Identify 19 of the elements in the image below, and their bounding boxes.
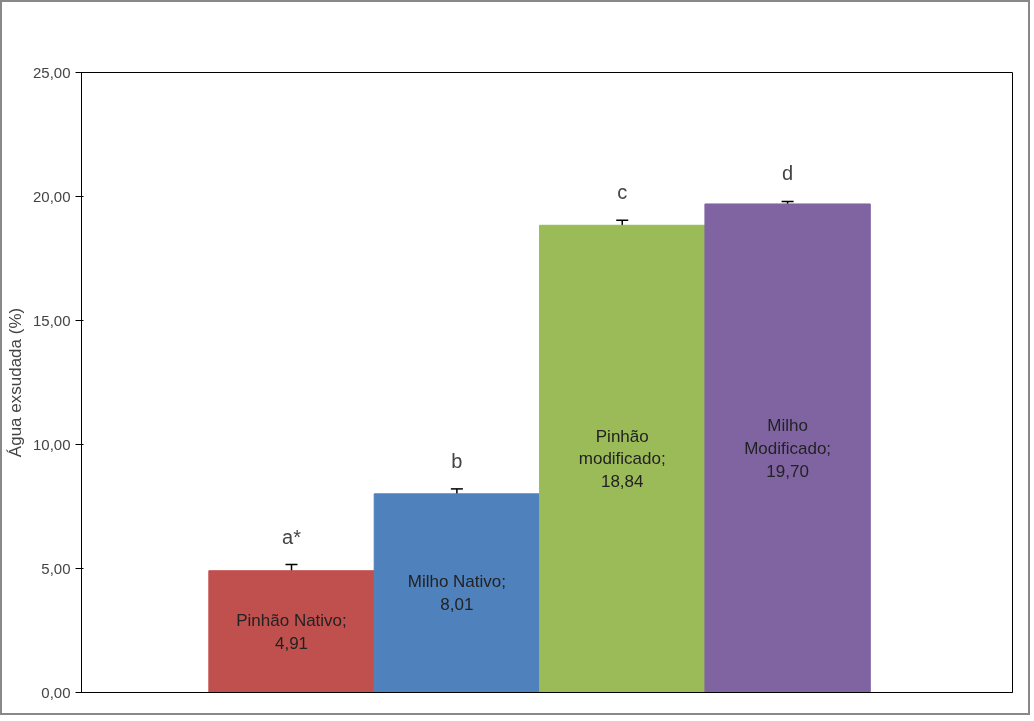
bar [539, 224, 706, 693]
annotation: d [782, 162, 794, 185]
bar [373, 493, 541, 693]
y-tick-label: 25,00 [32, 63, 71, 81]
y-tick-label: 20,00 [32, 187, 71, 205]
annotation: a* [282, 525, 302, 548]
y-tick-label: 15,00 [32, 311, 71, 329]
data-label: Pinhão modificado; 18,84 [578, 426, 666, 492]
y-axis-title: Água exsudada (%) [5, 307, 25, 458]
data-label: Pinhão Nativo; 4,91 [236, 610, 347, 653]
data-label: Milho Nativo; 8,01 [407, 572, 507, 615]
y-tick-label: 5,00 [41, 559, 71, 577]
annotation: c [617, 181, 628, 204]
y-tick-label: 10,00 [32, 435, 71, 453]
data-label: Milho Modificado; 19,70 [744, 415, 832, 481]
bar [704, 203, 871, 693]
y-tick-label: 0,00 [41, 683, 71, 701]
annotation: b [451, 449, 463, 472]
bar [208, 570, 375, 693]
